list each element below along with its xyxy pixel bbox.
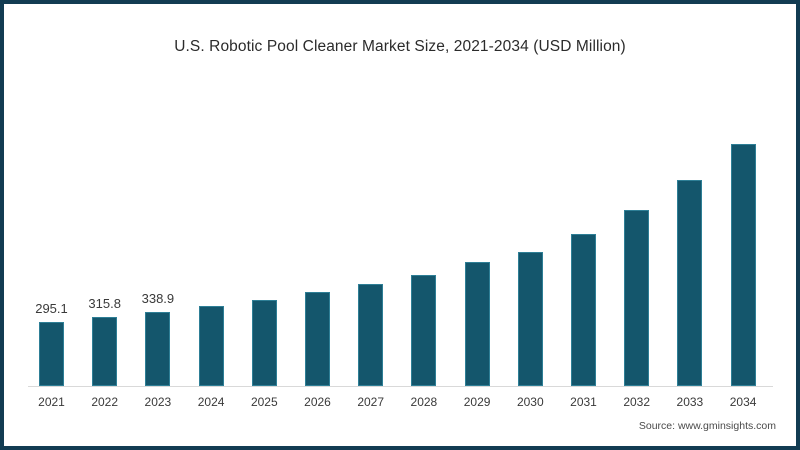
bar-value-label-2023: 338.9 xyxy=(141,291,175,307)
x-axis-baseline xyxy=(28,386,773,387)
x-tick-label-2024: 2024 xyxy=(197,395,225,409)
x-tick-label-2021: 2021 xyxy=(38,395,65,409)
bar-2022 xyxy=(92,317,118,386)
x-tick-label-2028: 2028 xyxy=(410,395,438,409)
bar-2031 xyxy=(571,233,596,386)
x-tick-label-2023: 2023 xyxy=(144,395,172,409)
chart-title: U.S. Robotic Pool Cleaner Market Size, 2… xyxy=(174,38,626,55)
x-tick-label-2032: 2032 xyxy=(623,395,651,409)
bar-value-label-2021: 295.1 xyxy=(35,300,68,316)
x-tick-label-2029: 2029 xyxy=(463,395,491,409)
x-tick-label-2030: 2030 xyxy=(516,395,544,409)
bar-2032 xyxy=(624,209,650,386)
bar-2024 xyxy=(198,306,224,386)
bar-2029 xyxy=(464,262,490,386)
bar-2026 xyxy=(305,292,330,386)
source-attribution: Source: www.gminsights.com xyxy=(638,420,776,432)
bar-2023 xyxy=(145,312,171,386)
bar-2021 xyxy=(39,321,64,386)
bar-value-label-2022: 315.8 xyxy=(88,296,121,312)
x-tick-label-2031: 2031 xyxy=(570,395,597,409)
bar-2034 xyxy=(730,144,756,386)
x-tick-label-2022: 2022 xyxy=(91,395,119,409)
bar-2030 xyxy=(517,251,543,386)
bar-2028 xyxy=(411,275,437,386)
bar-2025 xyxy=(251,299,277,386)
x-tick-label-2026: 2026 xyxy=(304,395,331,409)
x-tick-label-2025: 2025 xyxy=(250,395,278,409)
x-tick-label-2034: 2034 xyxy=(729,395,757,409)
bar-2027 xyxy=(358,283,384,386)
bar-2033 xyxy=(677,180,703,386)
x-tick-label-2027: 2027 xyxy=(357,395,385,409)
x-tick-label-2033: 2033 xyxy=(676,395,704,409)
